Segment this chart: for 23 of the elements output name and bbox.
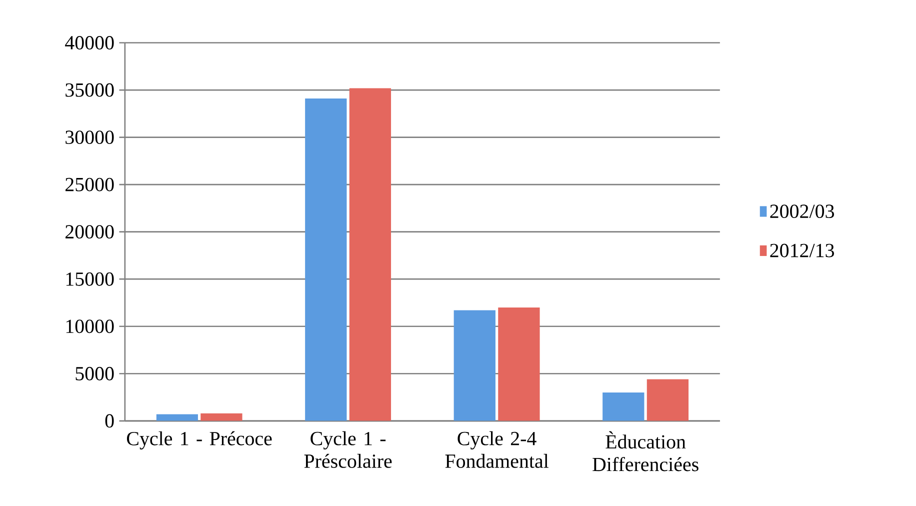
y-tick-label: 25000 bbox=[66, 178, 114, 192]
bar bbox=[156, 414, 198, 421]
y-tick-label: 5000 bbox=[76, 366, 114, 380]
y-tick-label: 15000 bbox=[66, 272, 114, 286]
bar bbox=[498, 307, 540, 421]
y-tick-label: 40000 bbox=[65, 36, 114, 50]
bar bbox=[602, 392, 644, 421]
y-tick-label: 20000 bbox=[66, 225, 114, 239]
y-tick-label: 10000 bbox=[66, 320, 114, 334]
x-tick-label: Èducation Differenciées bbox=[592, 431, 698, 472]
y-tick-label: 30000 bbox=[66, 130, 114, 144]
legend-label: 2012/13 bbox=[770, 244, 834, 258]
bar bbox=[305, 98, 347, 421]
y-tick-label: 35000 bbox=[66, 83, 114, 97]
x-tick-label: Cycle 2-4 Fondamental bbox=[445, 431, 548, 468]
x-tick-label: Cycle 1 - Préscolaire bbox=[304, 431, 392, 468]
bar bbox=[454, 310, 496, 421]
bar bbox=[646, 379, 689, 421]
x-tick-label: Cycle 1 - Précoce bbox=[126, 431, 272, 450]
legend-label: 2002/03 bbox=[770, 204, 834, 218]
bar bbox=[200, 413, 242, 421]
bar bbox=[349, 88, 392, 421]
y-tick-label: 0 bbox=[105, 414, 114, 428]
